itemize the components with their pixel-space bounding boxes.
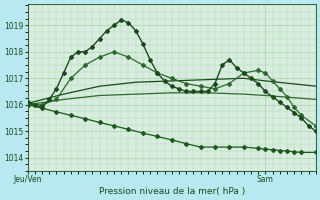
X-axis label: Pression niveau de la mer( hPa ): Pression niveau de la mer( hPa ): [99, 187, 245, 196]
